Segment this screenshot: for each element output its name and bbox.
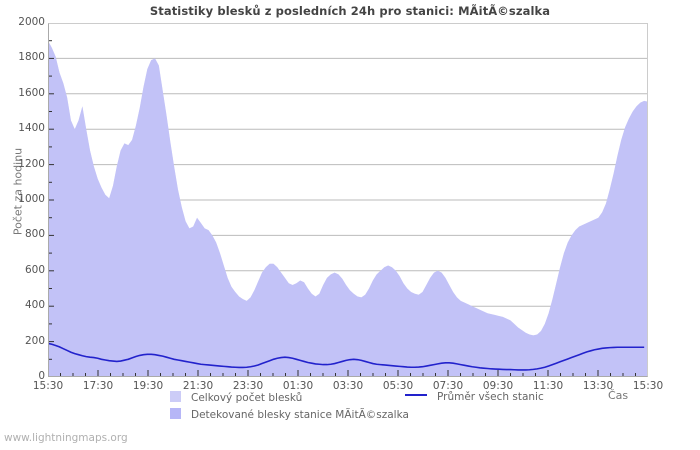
y-axis-tick-label: 400 (24, 299, 45, 312)
y-axis-tick-label: 200 (24, 334, 45, 347)
plot-area (48, 23, 648, 377)
y-axis-tick-label: 1600 (18, 86, 45, 99)
y-axis-tick-label: 1400 (18, 122, 45, 135)
y-axis-tick-label: 600 (24, 263, 45, 276)
legend-item-station: Detekované blesky stanice MÃitÃ©szalka (170, 408, 409, 421)
legend-swatch-total-icon (170, 391, 181, 402)
x-axis-title: Čas (608, 389, 629, 402)
legend-line-average-icon (405, 394, 427, 396)
chart-title: Statistiky blesků z posledních 24h pro s… (149, 4, 551, 18)
legend-label-station: Detekované blesky stanice MÃitÃ©szalka (191, 409, 409, 421)
legend-swatch-station-icon (170, 408, 181, 419)
plot-svg (48, 23, 648, 377)
area-total-lightning (48, 40, 648, 377)
legend-item-total: Celkový počet blesků (170, 391, 302, 404)
watermark: www.lightningmaps.org (4, 432, 128, 444)
y-axis-title: Počet za hodinu (11, 147, 25, 236)
x-axis-tick-label: 05:30 (382, 380, 414, 392)
x-axis-tick-label: 21:30 (182, 380, 214, 392)
x-axis-tick-label: 03:30 (332, 380, 364, 392)
y-axis-tick-label: 800 (24, 228, 45, 241)
x-axis-tick-label: 01:30 (282, 380, 314, 392)
x-axis-tick-label: 15:30 (32, 380, 64, 392)
x-axis-tick-label: 11:30 (532, 380, 564, 392)
x-axis-tick-label: 07:30 (432, 380, 464, 392)
y-axis-tick-label: 1800 (18, 51, 45, 64)
x-axis-tick-label: 17:30 (82, 380, 114, 392)
legend-item-average: Průměr všech stanic (405, 391, 544, 403)
y-axis-tick-label: 0 (38, 370, 45, 382)
y-axis-tick-label: 2000 (18, 16, 45, 28)
legend-label-total: Celkový počet blesků (191, 392, 303, 404)
x-axis-tick-label: 23:30 (232, 380, 264, 392)
x-axis-tick-label: 13:30 (582, 380, 614, 392)
x-axis-tick-label: 09:30 (482, 380, 514, 392)
x-axis-tick-label: 15:30 (632, 380, 664, 392)
area-station-detected (48, 40, 648, 377)
y-axis-tick-label: 1200 (18, 157, 45, 170)
y-axis-tick-label: 1000 (18, 193, 45, 205)
x-axis-tick-label: 19:30 (132, 380, 164, 392)
chart-legend: Celkový počet blesků Detekované blesky s… (0, 389, 700, 425)
legend-label-average: Průměr všech stanic (437, 391, 544, 403)
line-average-all-stations (48, 342, 645, 371)
